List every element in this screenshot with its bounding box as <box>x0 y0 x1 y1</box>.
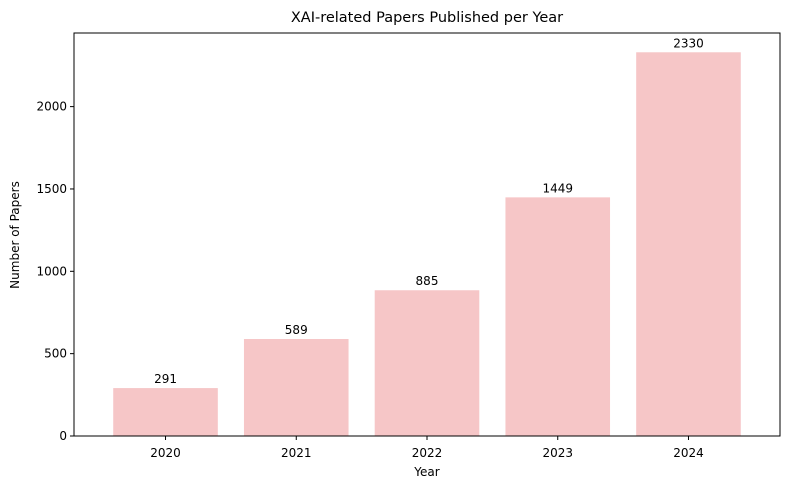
data-label-2020: 291 <box>154 372 177 386</box>
x-tick-label-2022: 2022 <box>412 446 443 460</box>
bars-layer <box>113 52 741 437</box>
bar-2024 <box>636 52 741 437</box>
x-axis-label: Year <box>413 465 439 479</box>
data-label-2023: 1449 <box>542 181 573 195</box>
x-tick-label-2021: 2021 <box>281 446 312 460</box>
x-axis-ticks: 2020 2021 2022 2023 2024 <box>150 436 704 460</box>
y-tick-label-1000: 1000 <box>36 264 67 278</box>
data-label-2022: 885 <box>416 274 439 288</box>
bar-2022 <box>374 290 480 436</box>
x-tick-label-2024: 2024 <box>673 446 704 460</box>
bar-2023 <box>505 197 611 436</box>
bar-2020 <box>113 388 218 436</box>
plot-frame <box>73 32 781 437</box>
y-tick-label-500: 500 <box>44 347 67 361</box>
x-tick-label-2020: 2020 <box>150 446 181 460</box>
y-axis-label: Number of Papers <box>8 181 22 289</box>
bar-2021 <box>243 338 349 436</box>
x-tick-label-2023: 2023 <box>542 446 573 460</box>
y-axis-ticks: 0 500 1000 1500 2000 <box>36 100 74 443</box>
chart-title: XAI-related Papers Published per Year <box>291 10 563 26</box>
y-tick-label-0: 0 <box>59 429 67 443</box>
data-label-2024: 2330 <box>673 36 704 50</box>
data-label-2021: 589 <box>285 323 308 337</box>
y-tick-label-2000: 2000 <box>36 100 67 114</box>
y-tick-label-1500: 1500 <box>36 182 67 196</box>
data-labels-layer: 291 589 885 1449 2330 <box>154 36 704 386</box>
